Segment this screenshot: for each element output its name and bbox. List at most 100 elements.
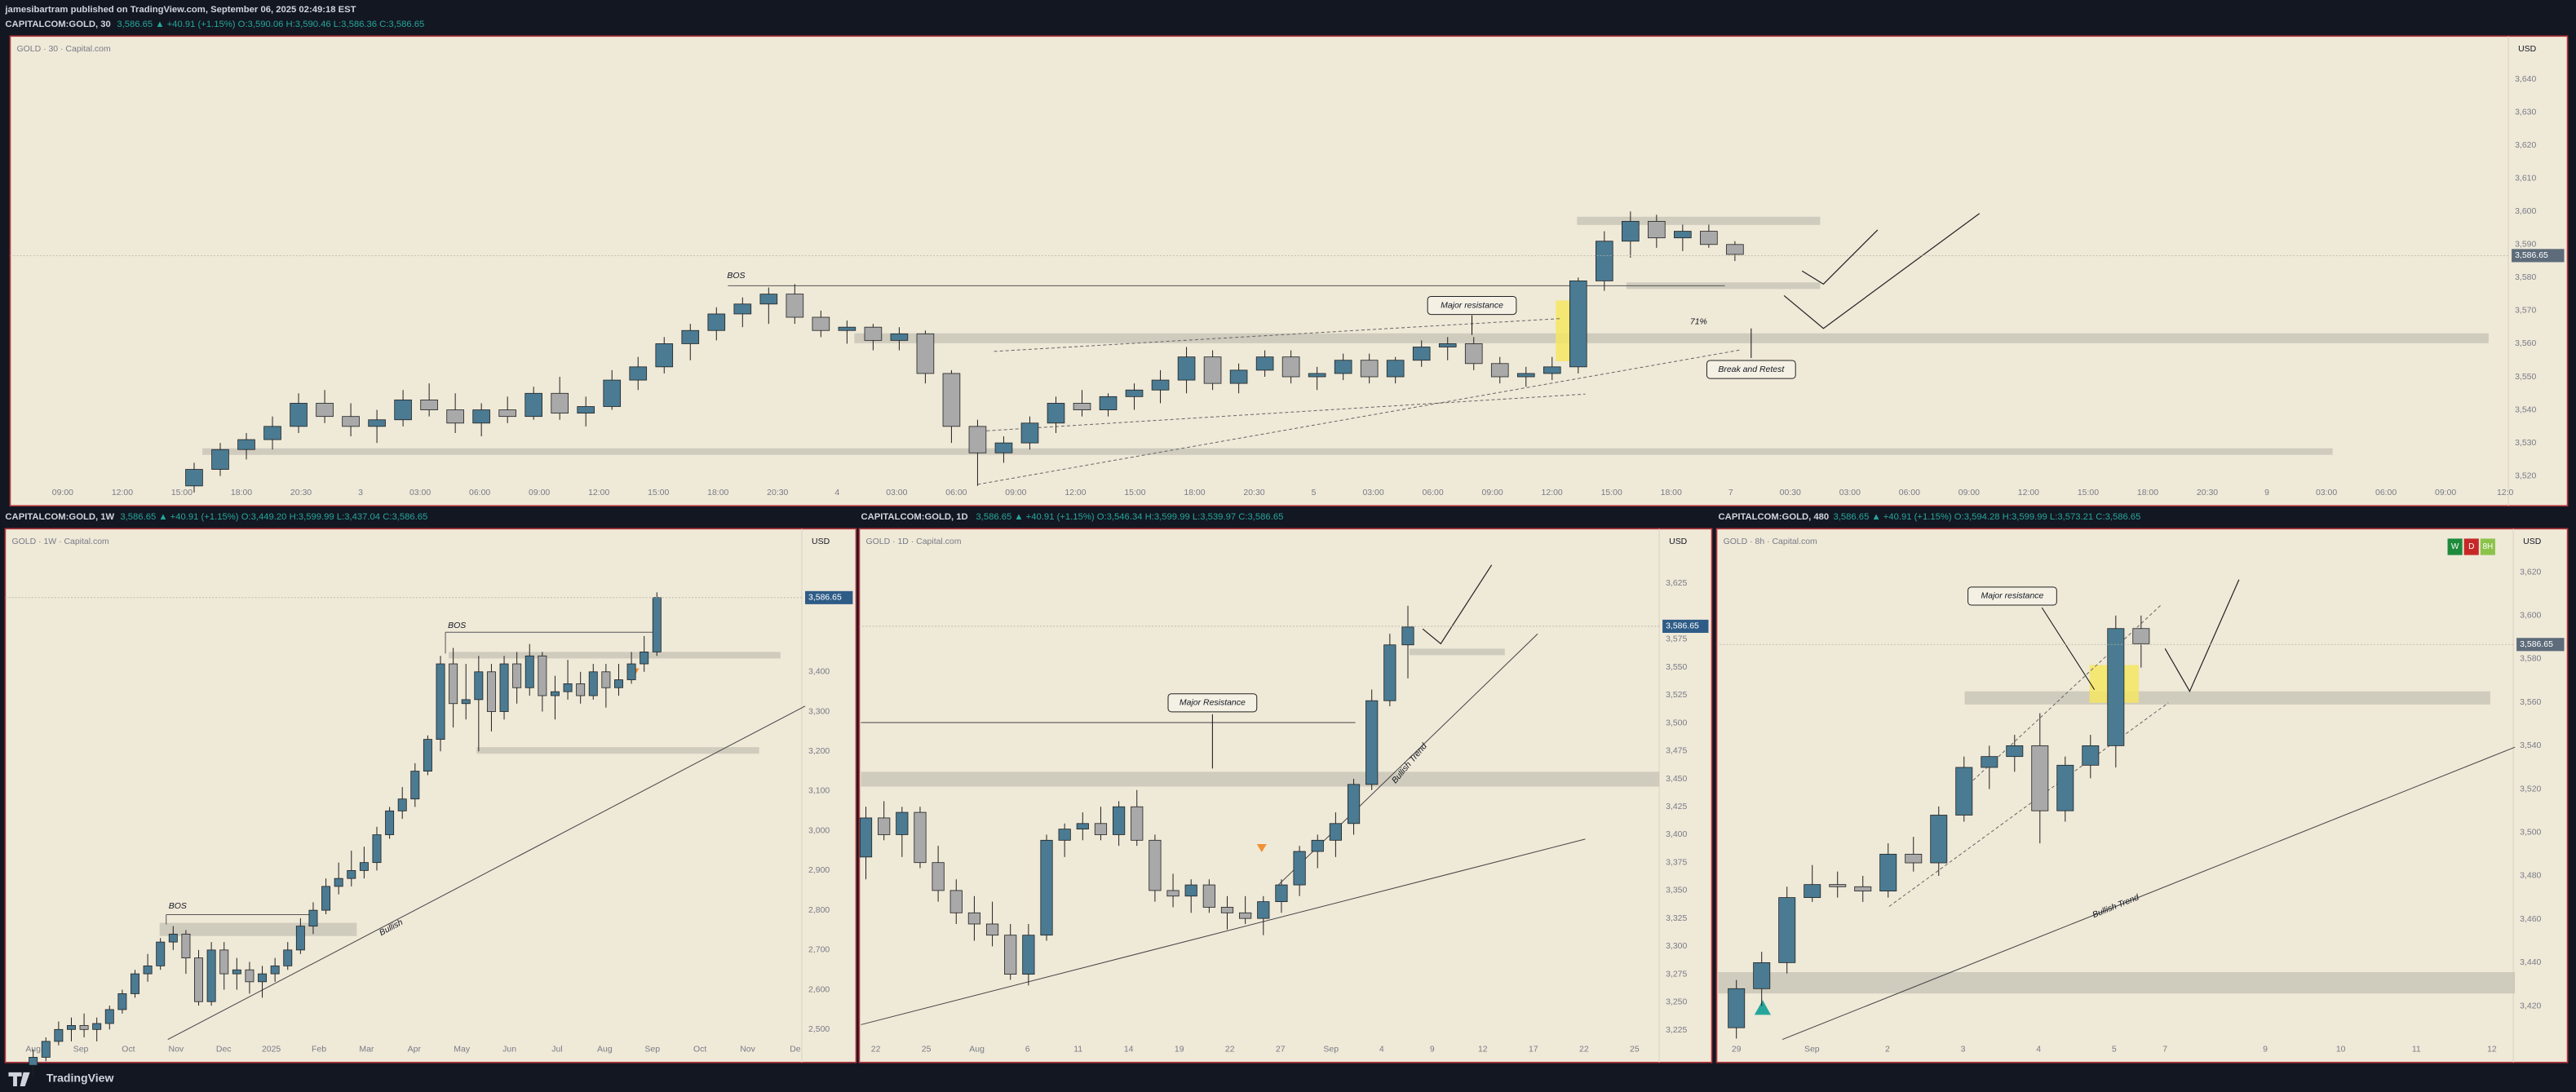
candle-body: [577, 406, 595, 414]
x-tick-label: 17: [1529, 1045, 1538, 1054]
x-tick-label: 2: [1885, 1045, 1890, 1054]
y-tick-label: 3,625: [1666, 579, 1687, 588]
x-tick-label: 15:00: [2078, 489, 2099, 497]
x-tick-label: 15:00: [648, 489, 669, 497]
candle-body: [394, 399, 412, 421]
candle-body: [308, 909, 318, 927]
zone: [202, 448, 2333, 455]
candle-body: [2056, 764, 2074, 811]
x-tick-label: 15:00: [1601, 489, 1622, 497]
x-tick-label: 9: [2264, 489, 2269, 497]
candle-body: [397, 798, 407, 811]
candle-body: [2082, 745, 2100, 766]
timeframe-button[interactable]: [2480, 538, 2495, 555]
candle-body: [342, 416, 360, 427]
y-tick-label: 3,475: [1666, 747, 1687, 756]
x-tick-label: 15:00: [1124, 489, 1145, 497]
candle-body: [1334, 360, 1352, 374]
x-tick-label: May: [454, 1045, 471, 1054]
timeframe-button[interactable]: [2447, 538, 2463, 555]
annotation: BOS: [169, 902, 187, 911]
y-tick-label: 3,440: [2520, 958, 2541, 967]
candle-body: [486, 671, 496, 712]
x-tick-label: 06:00: [945, 489, 967, 497]
candle-body: [316, 403, 334, 418]
x-tick-label: 22: [1225, 1045, 1235, 1054]
candle-body: [368, 419, 386, 427]
x-tick-label: 4: [1379, 1045, 1384, 1054]
y-tick-label: 3,400: [1666, 830, 1687, 839]
candle-body: [1177, 356, 1196, 381]
candle-body: [92, 1023, 102, 1030]
candle-body: [524, 392, 542, 418]
x-tick-label: 18:00: [1661, 489, 1682, 497]
x-tick-label: 12:00: [2018, 489, 2039, 497]
candle-body: [576, 683, 586, 696]
candle-body: [640, 652, 649, 665]
last-price-label: 3,586.65: [808, 594, 842, 603]
y-tick-label: 2,800: [808, 906, 830, 915]
candle-body: [1275, 884, 1288, 903]
x-tick-label: 12:00: [588, 489, 609, 497]
timeframe-label[interactable]: 8H: [2482, 542, 2493, 551]
brand: TradingView: [46, 1072, 114, 1085]
candle-body: [1076, 823, 1089, 830]
x-tick-label: 20:30: [767, 489, 788, 497]
candle-body: [707, 313, 726, 331]
annotation: Major resistance: [1441, 301, 1503, 310]
candle-body: [1094, 823, 1108, 835]
candle-body: [1311, 839, 1324, 852]
candle-body: [1930, 815, 1948, 864]
candle-body: [626, 663, 636, 680]
publisher: jamesibartram published on TradingView.c…: [4, 5, 356, 15]
candle-body: [1255, 356, 1274, 371]
candle-body: [1058, 829, 1071, 841]
y-tick-label: 3,325: [1666, 914, 1687, 923]
y-tick-label: 3,640: [2515, 75, 2536, 84]
candle-body: [156, 941, 166, 966]
candle-body: [550, 691, 560, 696]
zone: [476, 747, 759, 754]
candle-body: [359, 862, 369, 871]
brand-logo: [8, 1072, 30, 1086]
y-tick-label: 3,540: [2520, 741, 2541, 750]
candle-body: [896, 811, 909, 835]
candle-body: [1543, 366, 1561, 374]
candle-body: [1281, 356, 1300, 378]
x-tick-label: 12:00: [1542, 489, 1563, 497]
x-tick-label: 18:00: [231, 489, 252, 497]
x-tick-label: 3: [358, 489, 363, 497]
symbol: CAPITALCOM:GOLD, 1D: [861, 512, 967, 522]
y-tick-label: 3,580: [2520, 655, 2541, 664]
x-tick-label: 18:00: [2137, 489, 2158, 497]
arrow: [1801, 229, 1879, 285]
candle-body: [237, 439, 255, 450]
candle-body: [263, 426, 281, 440]
y-tick-label: 2,600: [808, 985, 830, 994]
x-tick-label: 22: [871, 1045, 881, 1054]
y-tick-label: 3,450: [1666, 775, 1687, 784]
candle-body: [41, 1041, 51, 1058]
candle-body: [994, 442, 1013, 453]
timeframe-button[interactable]: [2463, 538, 2479, 555]
last-price-label: 3,586.65: [1666, 622, 1699, 631]
candle-body: [258, 973, 268, 983]
candle-body: [733, 303, 752, 315]
annotation-box: [1427, 295, 1517, 316]
annotation: Break and Retest: [1718, 365, 1785, 374]
last-price-label: 3,586.65: [2520, 640, 2553, 649]
currency: USD: [1669, 537, 1688, 546]
candle-body: [1099, 396, 1118, 410]
x-tick-label: 09:00: [1959, 489, 1980, 497]
timeframe-label[interactable]: W: [2451, 542, 2459, 551]
timeframe-label[interactable]: D: [2468, 542, 2474, 551]
x-tick-label: 11: [2412, 1045, 2421, 1054]
drawing-line: [977, 349, 1742, 485]
x-tick-label: 06:00: [1423, 489, 1444, 497]
candle-body: [131, 973, 139, 994]
y-tick-label: 3,500: [2520, 829, 2541, 838]
candle-body: [1595, 241, 1613, 281]
candle-body: [1438, 343, 1457, 347]
candle-body: [283, 949, 293, 966]
candle-body: [786, 294, 804, 318]
